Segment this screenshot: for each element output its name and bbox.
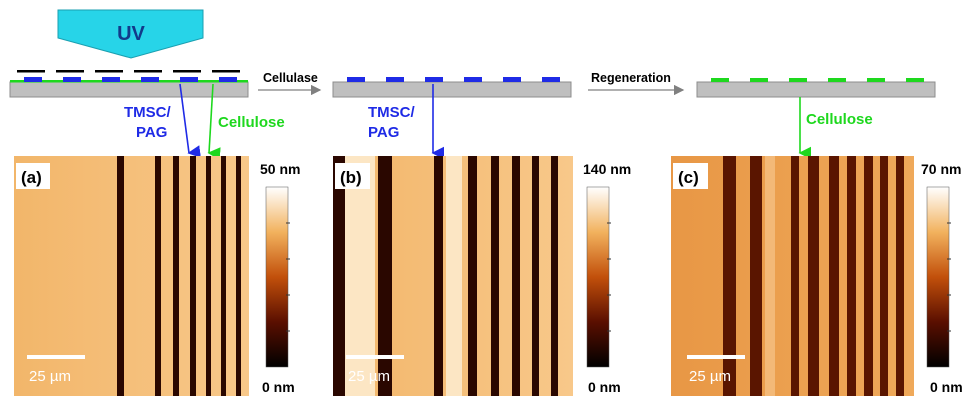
tmsc-label-a-2: PAG: [136, 124, 167, 141]
colorbar-a: [265, 186, 289, 368]
cellulose-label-c: Cellulose: [806, 111, 873, 128]
substrate-step-2: [332, 77, 572, 98]
scalebar-text-b: 25 µm: [348, 368, 390, 385]
uv-source: UV: [57, 9, 204, 59]
step-label-cellulase: Cellulase: [263, 71, 318, 85]
colorscale-max-c: 70 nm: [921, 161, 961, 177]
afm-stripes-c: [723, 156, 904, 396]
annotation-cellulose-a: Cellulose: [207, 83, 285, 161]
uv-shape: [57, 9, 204, 59]
annotation-tmsc-b: TMSC/ PAG: [368, 84, 445, 160]
afm-panel-b: (b) 25 µm 140 nm 0 nm: [333, 156, 631, 396]
scalebar-line-c: [687, 355, 745, 359]
panel-tag-box-c: [673, 163, 708, 189]
afm-image-a: [14, 156, 249, 396]
cellulose-label-a: Cellulose: [218, 114, 285, 131]
panel-tag-box-a: [16, 163, 50, 189]
substrate-step-3: [696, 78, 936, 98]
substrate-step-1: [9, 70, 249, 98]
tmsc-label-b-2: PAG: [368, 124, 399, 141]
colorbar-c: [926, 186, 950, 368]
colorbar-b: [586, 186, 610, 368]
tmsc-blocks-1: [24, 77, 237, 82]
photomask: [17, 70, 240, 73]
colorscale-max-b: 140 nm: [583, 161, 631, 177]
step-label-regeneration: Regeneration: [591, 71, 671, 85]
colorscale-min-c: 0 nm: [930, 379, 963, 395]
afm-stripes-b: [333, 156, 558, 396]
annotation-cellulose-c: Cellulose: [798, 97, 873, 160]
step-arrow-cellulase: Cellulase: [258, 71, 322, 96]
panel-tag-a: (a): [21, 168, 42, 187]
step-arrow-regeneration: Regeneration: [588, 71, 685, 96]
colorscale-min-a: 0 nm: [262, 379, 295, 395]
tmsc-label-a-1: TMSC/: [124, 104, 171, 121]
tmsc-label-b-1: TMSC/: [368, 104, 415, 121]
colorscale-max-a: 50 nm: [260, 161, 300, 177]
colorscale-min-b: 0 nm: [588, 379, 621, 395]
panel-tag-box-b: [335, 163, 370, 189]
scalebar-text-c: 25 µm: [689, 368, 731, 385]
annotation-tmsc-a: TMSC/ PAG: [124, 83, 201, 158]
panel-tag-c: (c): [678, 168, 699, 187]
scalebar-line-a: [27, 355, 85, 359]
scalebar-line-b: [346, 355, 404, 359]
afm-panel-a: (a) 25 µm 50 nm 0 nm: [14, 156, 300, 396]
uv-label: UV: [117, 23, 145, 45]
afm-highlights-c: [765, 156, 775, 396]
panel-tag-b: (b): [340, 168, 362, 187]
afm-panel-c: (c) 25 µm 70 nm 0 nm: [671, 156, 963, 396]
cellulose-blocks-3: [711, 78, 924, 82]
afm-stripes-a: [117, 156, 241, 396]
tmsc-blocks-2: [347, 77, 560, 82]
scalebar-text-a: 25 µm: [29, 368, 71, 385]
